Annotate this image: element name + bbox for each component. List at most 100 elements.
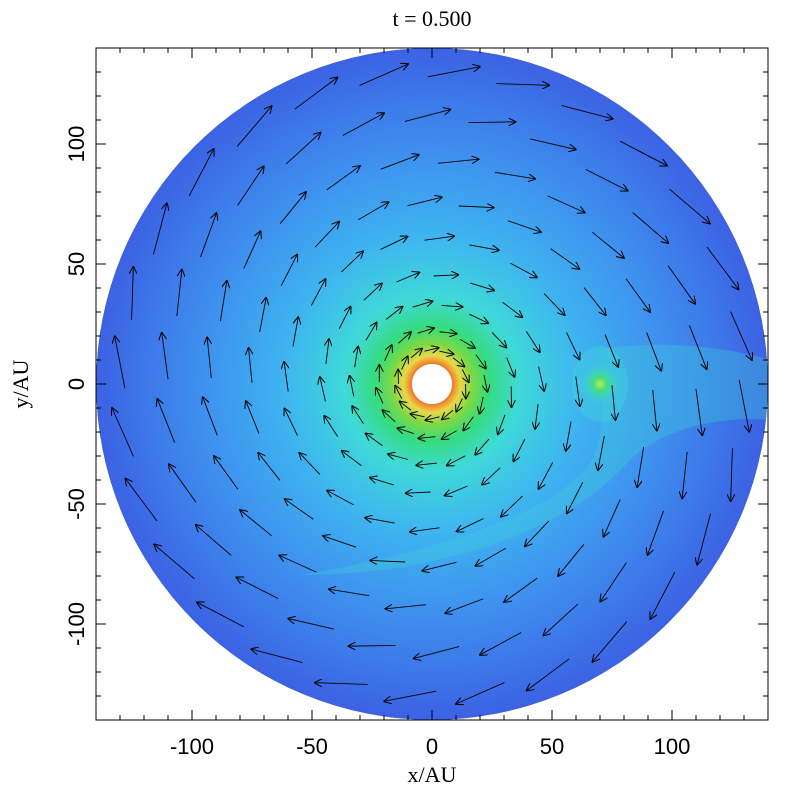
x-axis-label: x/AU — [408, 762, 457, 787]
velocity-arrow — [285, 499, 314, 520]
velocity-arrow — [203, 397, 218, 436]
velocity-arrow — [576, 376, 580, 407]
velocity-arrow — [214, 456, 239, 490]
velocity-arrow — [550, 248, 580, 269]
velocity-arrow — [697, 513, 712, 565]
x-tick-label: -50 — [296, 734, 328, 759]
velocity-arrow — [376, 388, 384, 404]
velocity-arrow — [650, 572, 676, 619]
velocity-arrow — [407, 197, 442, 207]
velocity-arrow — [510, 262, 537, 277]
velocity-arrow — [315, 683, 368, 685]
velocity-arrow — [398, 428, 414, 433]
velocity-arrow — [115, 336, 126, 389]
velocity-arrow — [424, 348, 439, 351]
velocity-arrow — [350, 376, 354, 397]
velocity-arrow — [646, 332, 661, 371]
velocity-arrow — [219, 281, 226, 322]
velocity-arrow — [400, 402, 412, 411]
velocity-arrow — [279, 555, 317, 573]
chart-title: t = 0.500 — [392, 6, 471, 31]
velocity-arrow — [417, 328, 434, 333]
velocity-arrow — [169, 464, 197, 503]
spiral-wake — [300, 344, 768, 575]
x-tick-label: 100 — [654, 734, 691, 759]
velocity-arrow — [365, 323, 377, 341]
velocity-arrow — [246, 401, 260, 434]
velocity-arrow — [620, 140, 667, 165]
velocity-arrow — [240, 510, 272, 537]
velocity-arrow — [284, 362, 288, 392]
velocity-arrow — [341, 251, 363, 273]
velocity-arrow — [384, 345, 392, 361]
velocity-arrow — [461, 369, 468, 382]
velocity-arrow — [349, 645, 396, 646]
velocity-arrow — [625, 278, 650, 312]
velocity-arrow — [388, 454, 409, 460]
velocity-arrow — [385, 307, 402, 320]
y-tick-label: -50 — [64, 488, 89, 520]
axis-ticks — [95, 47, 769, 721]
velocity-arrow — [445, 485, 468, 496]
velocity-arrow — [410, 349, 422, 359]
velocity-arrow — [669, 188, 710, 223]
y-tick-label: 100 — [64, 126, 89, 163]
velocity-arrow — [410, 528, 440, 532]
velocity-arrow — [479, 396, 483, 414]
velocity-arrow — [200, 213, 217, 258]
velocity-arrow — [259, 298, 267, 333]
velocity-arrow — [525, 520, 550, 546]
velocity-arrow — [491, 332, 506, 347]
velocity-arrow — [384, 690, 437, 701]
velocity-arrow — [447, 455, 466, 466]
velocity-arrow — [600, 562, 627, 602]
velocity-arrow — [604, 334, 618, 366]
velocity-arrow — [504, 577, 538, 602]
velocity-arrow — [442, 430, 457, 439]
velocity-arrow — [730, 311, 752, 360]
velocity-arrow — [402, 356, 408, 370]
velocity-arrow — [463, 416, 474, 431]
velocity-arrow — [380, 155, 419, 170]
velocity-arrow — [538, 366, 545, 391]
velocity-arrow — [370, 478, 394, 486]
velocity-arrow — [412, 301, 433, 308]
velocity-arrow — [154, 545, 195, 580]
velocity-arrow — [365, 518, 395, 524]
velocity-arrow — [176, 270, 182, 317]
velocity-arrow — [397, 332, 411, 344]
velocity-arrow — [525, 331, 539, 352]
velocity-arrow — [456, 398, 462, 412]
velocity-arrow — [196, 525, 232, 556]
velocity-arrow — [689, 325, 706, 369]
velocity-arrow — [112, 408, 134, 457]
velocity-arrow — [299, 453, 321, 475]
axis-tick-labels: -100 -50 0 50 100 -100 -50 0 50 100 — [64, 126, 690, 759]
velocity-arrow — [416, 463, 438, 465]
velocity-arrow — [441, 305, 463, 307]
velocity-arrow — [152, 203, 166, 255]
velocity-arrow — [324, 416, 339, 437]
velocity-arrow — [280, 255, 297, 286]
velocity-arrow — [251, 649, 303, 664]
velocity-arrow — [535, 404, 538, 429]
velocity-arrow — [731, 448, 733, 501]
x-tick-label: 0 — [426, 734, 438, 759]
velocity-arrow — [197, 602, 244, 628]
velocity-arrow — [561, 104, 613, 118]
velocity-arrow — [342, 451, 362, 467]
velocity-arrow — [445, 598, 484, 613]
velocity-arrow — [366, 434, 383, 447]
velocity-arrow — [162, 333, 169, 380]
velocity-arrow — [469, 244, 498, 250]
velocity-arrow — [410, 414, 425, 417]
velocity-arrow — [207, 338, 211, 379]
velocity-arrow — [527, 658, 570, 691]
x-tick-label: -100 — [170, 734, 214, 759]
velocity-arrow — [738, 379, 749, 432]
velocity-arrow — [566, 421, 572, 450]
y-tick-label: 0 — [64, 378, 89, 390]
velocity-arrow — [414, 646, 460, 659]
velocity-arrow — [501, 495, 523, 517]
